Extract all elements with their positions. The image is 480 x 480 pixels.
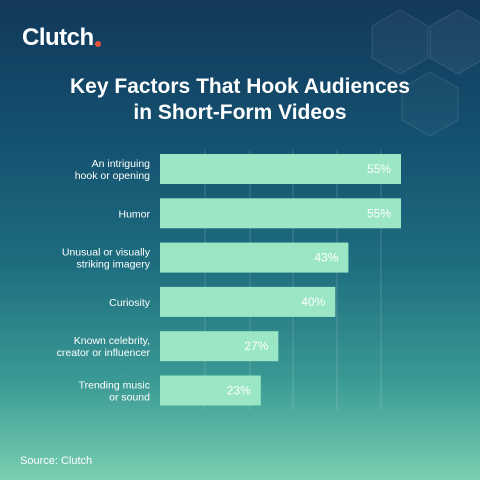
bar-value-label-4: 40% — [301, 295, 325, 309]
bar-2 — [160, 198, 401, 229]
source-note: Source: Clutch — [20, 455, 93, 467]
category-label-5-line-2: creator or influencer — [57, 347, 151, 359]
category-label-4: Curiosity — [109, 297, 151, 309]
chart-title-line-2: in Short-Form Videos — [133, 101, 347, 124]
bar-value-label-6: 23% — [227, 384, 251, 398]
category-label-3-line-1: Unusual or visually — [62, 247, 151, 259]
clutch-logo: Clutch — [22, 24, 101, 52]
category-label-1-line-1: An intriguing — [92, 158, 151, 170]
bar-1 — [160, 154, 401, 184]
bar-3 — [160, 242, 349, 273]
bar-value-label-1: 55% — [367, 162, 391, 176]
category-label-1-line-2: hook or opening — [75, 170, 150, 182]
bar-value-label-5: 27% — [244, 339, 268, 353]
logo-text: Clutch — [22, 24, 94, 51]
bar-4 — [160, 286, 336, 317]
bar-value-label-3: 43% — [314, 251, 338, 265]
logo-dot — [94, 41, 101, 47]
chart-title-line-1: Key Factors That Hook Audiences — [70, 75, 410, 98]
category-label-6-line-2: or sound — [109, 392, 150, 404]
hexagon-pattern-decoration — [371, 9, 480, 137]
category-label-3-line-2: striking imagery — [76, 259, 150, 271]
bar-6 — [160, 375, 261, 406]
bar-5 — [160, 331, 279, 362]
category-label-2: Humor — [118, 208, 150, 220]
chart-title: Key Factors That Hook Audiences in Short… — [20, 74, 460, 126]
bar-value-label-2: 55% — [367, 206, 391, 220]
category-label-6-line-1: Trending music — [79, 380, 150, 392]
category-label-5-line-1: Known celebrity, — [74, 335, 150, 347]
